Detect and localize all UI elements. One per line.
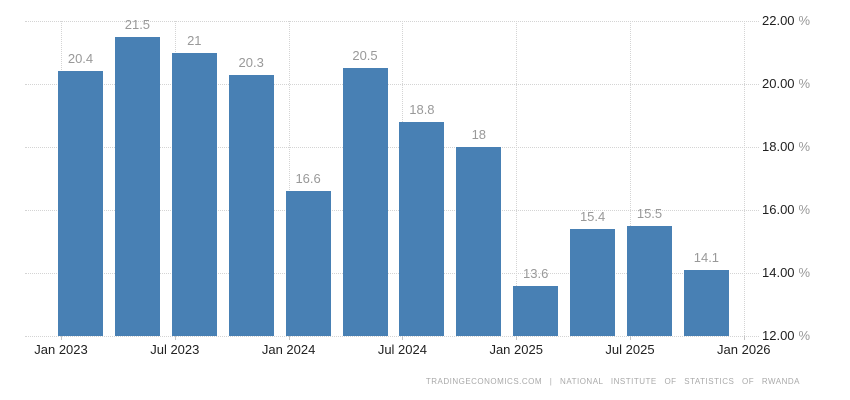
x-axis-tick xyxy=(630,336,631,340)
y-axis-label: 12.00% xyxy=(762,328,810,344)
y-axis-label-number: 18.00 xyxy=(762,139,795,154)
x-axis-tick xyxy=(516,336,518,340)
x-axis-tick xyxy=(174,336,176,340)
bar xyxy=(58,71,103,336)
y-axis-label-percent-suffix: % xyxy=(798,328,811,343)
bar xyxy=(399,121,445,336)
y-axis-label-number: 14.00 xyxy=(762,265,795,280)
x-axis-tick xyxy=(61,336,62,340)
horizontal-gridline xyxy=(25,84,759,85)
x-axis-tick xyxy=(288,336,290,340)
y-axis-label-percent-suffix: % xyxy=(798,13,811,28)
x-axis-label: Jul 2024 xyxy=(377,342,427,357)
vertical-gridline xyxy=(630,21,631,336)
bar-value-label: 18 xyxy=(471,127,487,142)
bar xyxy=(683,269,729,336)
bar-value-label: 20.5 xyxy=(352,48,378,64)
y-axis-label: 16.00% xyxy=(762,202,810,218)
y-axis-label-number: 22.00 xyxy=(762,13,795,28)
y-axis-label-number: 16.00 xyxy=(762,202,795,217)
bar xyxy=(456,147,502,336)
vertical-gridline xyxy=(743,21,745,336)
horizontal-gridline xyxy=(25,21,759,22)
y-axis-label-percent-suffix: % xyxy=(798,76,811,91)
y-axis-label-number: 12.00 xyxy=(762,328,795,343)
y-axis-label-percent-suffix: % xyxy=(798,265,811,280)
vertical-gridline xyxy=(516,21,518,336)
bar-value-label: 18.8 xyxy=(409,101,435,117)
bar-value-label: 21 xyxy=(187,32,202,48)
x-axis-label: Jan 2026 xyxy=(717,342,771,357)
y-axis-label: 18.00% xyxy=(762,139,810,155)
y-axis-label-percent-suffix: % xyxy=(798,139,811,154)
bar-value-label: 13.6 xyxy=(523,265,549,281)
bar-value-label: 21.5 xyxy=(124,16,151,32)
x-axis-label: Jan 2023 xyxy=(34,342,88,357)
bar xyxy=(570,228,616,336)
x-axis-tick xyxy=(402,336,404,340)
x-axis-label: Jan 2025 xyxy=(489,342,543,357)
bar xyxy=(228,74,274,336)
bar xyxy=(171,52,217,336)
x-axis-label: Jul 2023 xyxy=(150,342,200,357)
y-axis-label: 22.00% xyxy=(762,13,810,29)
bar-value-label: 14.1 xyxy=(693,249,720,265)
y-axis-label: 14.00% xyxy=(762,265,810,281)
x-axis-tick xyxy=(743,336,745,340)
y-axis-label-percent-suffix: % xyxy=(798,202,811,217)
bar xyxy=(627,225,672,336)
vertical-gridline xyxy=(288,21,290,336)
horizontal-gridline xyxy=(25,336,759,337)
bar xyxy=(114,36,160,336)
horizontal-gridline xyxy=(25,273,759,274)
chart-attribution: TRADINGECONOMICS.COM | NATIONAL INSTITUT… xyxy=(425,377,800,386)
y-axis-label-number: 20.00 xyxy=(762,76,795,91)
y-axis-label: 20.00% xyxy=(762,76,810,92)
bar xyxy=(342,68,388,336)
horizontal-gridline xyxy=(25,147,759,148)
bar-value-label: 15.4 xyxy=(579,208,606,224)
bar-value-label: 20.4 xyxy=(67,51,94,67)
x-axis-label: Jan 2024 xyxy=(261,342,316,357)
bar xyxy=(285,191,331,336)
bar-value-label: 16.6 xyxy=(295,171,321,187)
bar-value-label: 15.5 xyxy=(636,205,663,221)
bar xyxy=(513,285,559,336)
bar-value-label: 20.3 xyxy=(238,54,264,70)
x-axis-label: Jul 2025 xyxy=(605,342,655,357)
horizontal-gridline xyxy=(25,210,759,211)
